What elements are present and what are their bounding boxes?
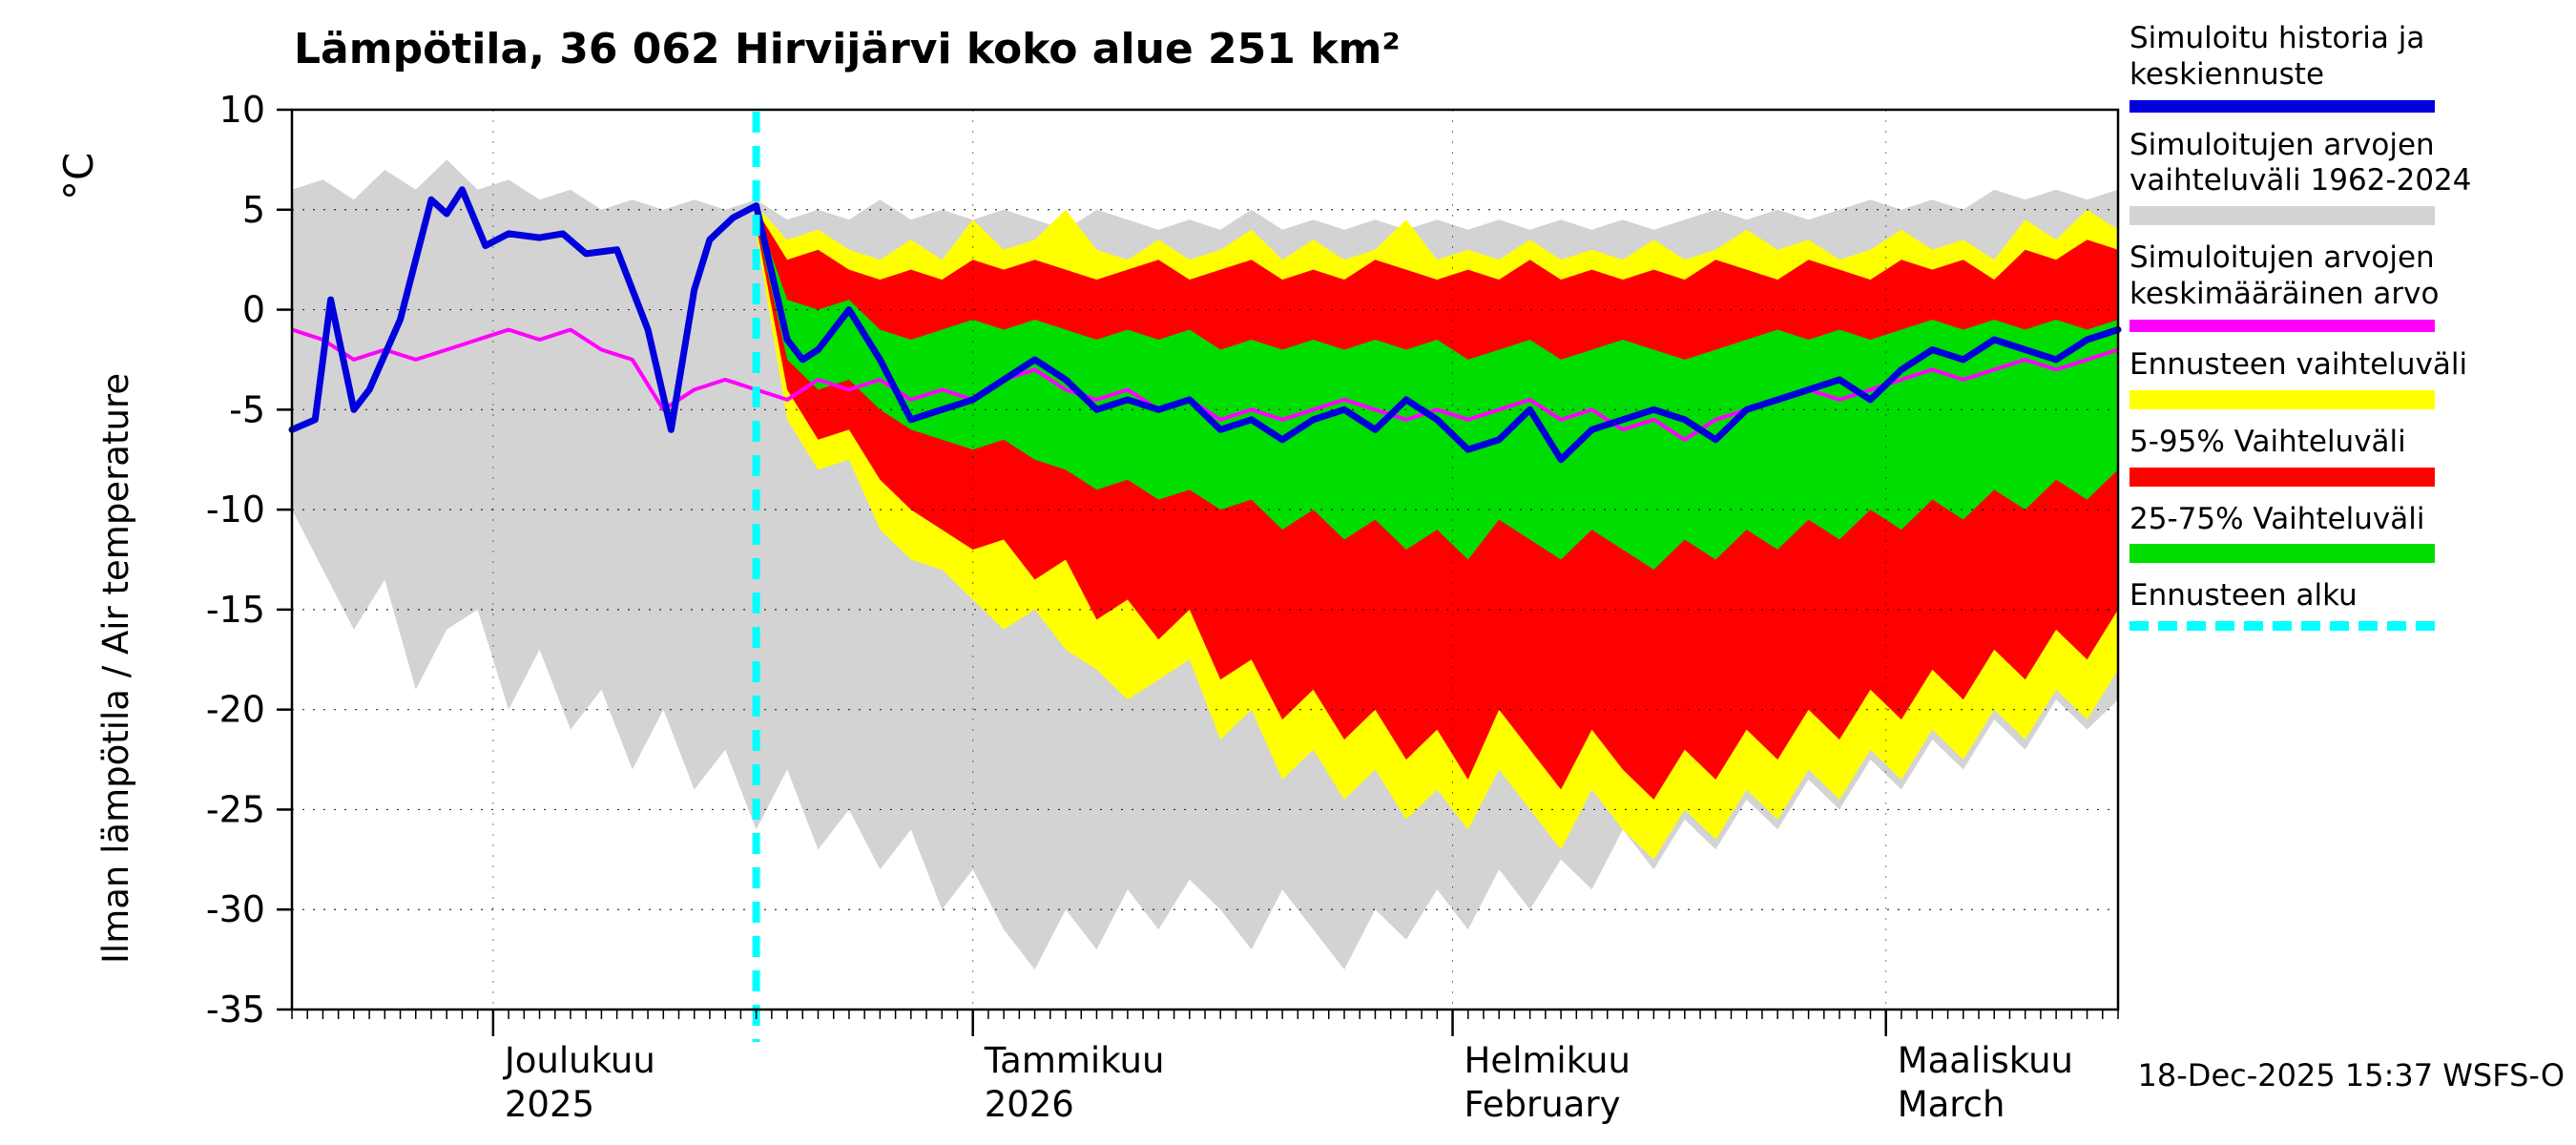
legend-label: Ennusteen alku [2129,578,2358,614]
month-label-year: March [1898,1084,2005,1125]
y-tick-label: 5 [242,189,265,231]
legend-label: keskimääräinen arvo [2129,277,2440,312]
y-tick-label: -5 [229,388,265,430]
green-legend-swatch [2129,544,2435,564]
legend-label: Simuloitu historia ja [2129,21,2425,55]
y-tick-label: -20 [206,689,265,731]
month-label-year: 2026 [985,1084,1074,1125]
y-tick-label: 0 [242,289,265,331]
y-tick-label: -35 [206,989,265,1030]
legend-entry-blue: Simuloitu historia ja keskiennuste [2129,21,2564,113]
page-title: Lämpötila, 36 062 Hirvijärvi koko alue 2… [294,25,1401,73]
y-tick-label: -15 [206,589,265,631]
month-label-year: February [1465,1084,1621,1125]
history-forecast-line [288,186,2122,464]
legend: Simuloitu historia ja keskiennuste Simuloi… [2129,21,2564,646]
gray-legend-swatch [2129,206,2435,226]
legend-entry-green: 25-75% Vaihteluväli [2129,502,2564,564]
timestamp: 18-Dec-2025 15:37 WSFS-O [2137,1057,2565,1093]
cyan-legend-swatch [2129,621,2435,632]
magenta-legend-swatch [2129,319,2435,332]
legend-entry-gray: Simuloitujen arvojen vaihteluväli 1962-20… [2129,128,2564,226]
month-label: Helmikuu [1465,1040,1631,1081]
legend-entry-yellow: Ennusteen vaihteluväli [2129,347,2564,409]
legend-entry-magenta: Simuloitujen arvojen keskimääräinen arvo [2129,240,2564,332]
month-label-year: 2025 [505,1084,594,1125]
legend-label: Ennusteen vaihteluväli [2129,346,2468,382]
legend-label: Simuloitujen arvojen [2129,240,2435,276]
blue-legend-swatch [2129,99,2435,113]
p25-75-band [756,211,2118,570]
legend-label: Simuloitujen arvojen [2129,127,2435,162]
legend-entry-cyan: Ennusteen alku [2129,578,2564,632]
legend-entry-red: 5-95% Vaihteluväli [2129,425,2564,487]
month-label: Maaliskuu [1898,1040,2073,1081]
y-axis-unit: °C [55,152,102,200]
y-tick-label: 10 [219,89,265,131]
legend-label: keskiennuste [2129,56,2325,92]
legend-label: 25-75% Vaihteluväli [2129,501,2425,536]
y-tick-label: -10 [206,489,265,531]
legend-label: vaihteluväli 1962-2024 [2129,163,2472,198]
month-label: Tammikuu [984,1040,1165,1081]
yellow-legend-swatch [2129,389,2435,409]
red-legend-swatch [2129,467,2435,487]
legend-label: 5-95% Vaihteluväli [2129,424,2406,459]
y-axis-label: Ilman lämpötila / Air temperature [95,372,136,964]
y-tick-label: -30 [206,888,265,930]
y-tick-label: -25 [206,788,265,830]
month-label: Joulukuu [503,1040,655,1081]
